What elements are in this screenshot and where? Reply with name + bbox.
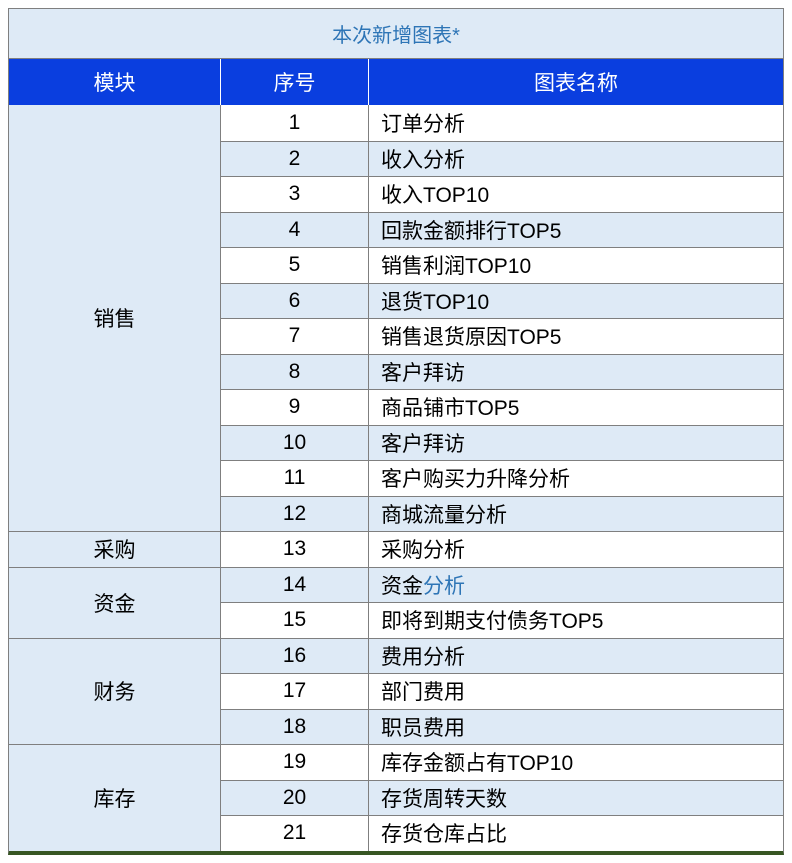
name-cell: 费用分析: [369, 639, 783, 674]
header-module: 模块: [9, 59, 221, 105]
table-row: 10客户拜访: [221, 425, 783, 461]
module-cell: 财务: [9, 638, 221, 745]
name-cell: 存货仓库占比: [369, 816, 783, 851]
name-cell: 商品铺市TOP5: [369, 390, 783, 425]
table-row: 15即将到期支付债务TOP5: [221, 602, 783, 638]
table-row: 3收入TOP10: [221, 176, 783, 212]
name-link-text: 分析: [423, 570, 465, 600]
table-row: 6退货TOP10: [221, 283, 783, 319]
table-row: 19库存金额占有TOP10: [221, 744, 783, 780]
table-header-row: 模块 序号 图表名称: [9, 59, 783, 105]
seq-cell: 9: [221, 390, 369, 425]
name-cell: 资金分析: [369, 568, 783, 603]
seq-cell: 16: [221, 639, 369, 674]
table-row: 5销售利润TOP10: [221, 247, 783, 283]
table-row: 9商品铺市TOP5: [221, 389, 783, 425]
table-row: 14资金分析: [221, 567, 783, 603]
name-cell: 部门费用: [369, 674, 783, 709]
seq-cell: 10: [221, 426, 369, 461]
name-cell: 客户购买力升降分析: [369, 461, 783, 496]
module-column: 销售采购资金财务库存: [9, 105, 221, 851]
table-row: 8客户拜访: [221, 354, 783, 390]
table-row: 20存货周转天数: [221, 780, 783, 816]
seq-cell: 1: [221, 105, 369, 141]
name-cell: 采购分析: [369, 532, 783, 567]
rows-column: 1订单分析2收入分析3收入TOP104回款金额排行TOP55销售利润TOP106…: [221, 105, 783, 851]
seq-cell: 20: [221, 781, 369, 816]
seq-cell: 13: [221, 532, 369, 567]
name-cell: 收入TOP10: [369, 177, 783, 212]
seq-cell: 17: [221, 674, 369, 709]
table-row: 7销售退货原因TOP5: [221, 318, 783, 354]
table-title: 本次新增图表*: [9, 9, 783, 59]
table-row: 16费用分析: [221, 638, 783, 674]
module-cell: 库存: [9, 744, 221, 851]
name-cell: 收入分析: [369, 142, 783, 177]
name-cell: 存货周转天数: [369, 781, 783, 816]
table-row: 18职员费用: [221, 709, 783, 745]
seq-cell: 19: [221, 745, 369, 780]
table-row: 1订单分析: [221, 105, 783, 141]
table-row: 11客户购买力升降分析: [221, 460, 783, 496]
charts-table: 本次新增图表* 模块 序号 图表名称 销售采购资金财务库存 1订单分析2收入分析…: [8, 8, 784, 855]
seq-cell: 12: [221, 497, 369, 532]
seq-cell: 2: [221, 142, 369, 177]
table-row: 12商城流量分析: [221, 496, 783, 532]
table-body: 销售采购资金财务库存 1订单分析2收入分析3收入TOP104回款金额排行TOP5…: [9, 105, 783, 851]
seq-cell: 21: [221, 816, 369, 851]
name-cell: 客户拜访: [369, 355, 783, 390]
name-cell: 订单分析: [369, 105, 783, 141]
seq-cell: 3: [221, 177, 369, 212]
name-cell: 商城流量分析: [369, 497, 783, 532]
header-name: 图表名称: [369, 59, 783, 105]
name-cell: 即将到期支付债务TOP5: [369, 603, 783, 638]
seq-cell: 5: [221, 248, 369, 283]
module-cell: 销售: [9, 105, 221, 531]
name-cell: 销售退货原因TOP5: [369, 319, 783, 354]
table-row: 17部门费用: [221, 673, 783, 709]
name-cell: 销售利润TOP10: [369, 248, 783, 283]
table-row: 4回款金额排行TOP5: [221, 212, 783, 248]
module-cell: 采购: [9, 531, 221, 567]
seq-cell: 7: [221, 319, 369, 354]
seq-cell: 4: [221, 213, 369, 248]
seq-cell: 18: [221, 710, 369, 745]
name-text: 资金: [381, 570, 423, 600]
name-cell: 职员费用: [369, 710, 783, 745]
seq-cell: 6: [221, 284, 369, 319]
table-row: 2收入分析: [221, 141, 783, 177]
seq-cell: 11: [221, 461, 369, 496]
seq-cell: 8: [221, 355, 369, 390]
header-seq: 序号: [221, 59, 369, 105]
module-cell: 资金: [9, 567, 221, 638]
seq-cell: 15: [221, 603, 369, 638]
table-row: 13采购分析: [221, 531, 783, 567]
name-cell: 库存金额占有TOP10: [369, 745, 783, 780]
seq-cell: 14: [221, 568, 369, 603]
name-cell: 回款金额排行TOP5: [369, 213, 783, 248]
name-cell: 退货TOP10: [369, 284, 783, 319]
name-cell: 客户拜访: [369, 426, 783, 461]
table-row: 21存货仓库占比: [221, 815, 783, 851]
